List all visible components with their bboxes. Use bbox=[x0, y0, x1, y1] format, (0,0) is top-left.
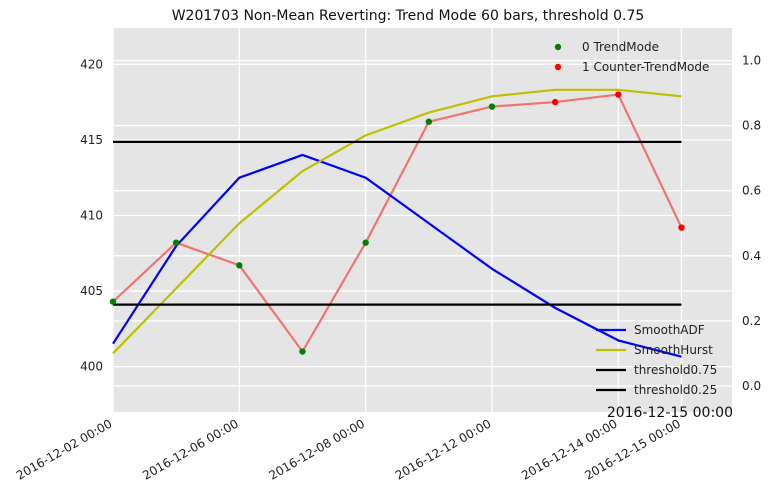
legend-marker-1 bbox=[554, 63, 562, 71]
legend-lines: SmoothADF SmoothHurst threshold0.75 thresho… bbox=[596, 323, 717, 397]
data-point-3 bbox=[299, 348, 306, 355]
data-point-1 bbox=[172, 239, 180, 246]
y-right-tick-label: 0.6 bbox=[742, 184, 761, 198]
y-left-tick-label: 405 bbox=[80, 284, 103, 298]
legend-label: threshold0.75 bbox=[634, 363, 717, 377]
legend-label: SmoothADF bbox=[634, 323, 705, 337]
y-left-tick-label: 400 bbox=[80, 360, 103, 374]
grid bbox=[112, 28, 732, 412]
data-point-8 bbox=[615, 91, 622, 98]
series-line-1 bbox=[112, 88, 682, 355]
data-point-6 bbox=[488, 103, 496, 110]
data-point-7 bbox=[551, 98, 559, 106]
x-tick-label: 2016-12-08 00:00 bbox=[267, 416, 368, 482]
y-right-tick-label: 0.4 bbox=[742, 249, 761, 263]
y-left-tick-label: 410 bbox=[80, 208, 103, 222]
legend-label: 0 TrendMode bbox=[582, 40, 659, 54]
data-point-5 bbox=[425, 118, 433, 125]
y-left-tick-label: 415 bbox=[80, 133, 103, 147]
legend-label: threshold0.25 bbox=[634, 383, 717, 397]
data-point-9 bbox=[678, 224, 685, 231]
data-point-2 bbox=[236, 262, 243, 269]
x-tick-label: 2016-12-12 00:00 bbox=[393, 416, 494, 482]
series-lines bbox=[112, 88, 683, 358]
chart-title: W201703 Non-Mean Reverting: Trend Mode 6… bbox=[172, 8, 645, 24]
corner-date-label: 2016-12-15 00:00 bbox=[607, 405, 733, 421]
y-right-tick-label: 1.0 bbox=[742, 54, 761, 68]
series-line-0 bbox=[112, 153, 682, 358]
y-right-tick-label: 0.8 bbox=[742, 119, 761, 133]
y-right-tick-label: 0.2 bbox=[742, 314, 761, 328]
data-points bbox=[109, 91, 685, 355]
x-axis: 2016-12-02 00:00 2016-12-06 00:00 2016-12-… bbox=[14, 416, 683, 482]
data-point-0 bbox=[109, 298, 117, 305]
legend-label: 1 Counter-TrendMode bbox=[582, 60, 709, 74]
y-axis-left: 400 405 410 415 420 bbox=[80, 57, 103, 373]
data-point-4 bbox=[362, 239, 369, 246]
legend-scatter: 0 TrendMode 1 Counter-TrendMode bbox=[554, 40, 709, 74]
y-left-tick-label: 420 bbox=[80, 57, 103, 71]
price-line bbox=[112, 93, 683, 354]
legend-label: SmoothHurst bbox=[634, 343, 713, 357]
x-tick-label: 2016-12-06 00:00 bbox=[140, 416, 241, 482]
y-right-tick-label: 0.0 bbox=[742, 379, 761, 393]
legend-marker-0 bbox=[554, 43, 562, 51]
x-tick-label: 2016-12-02 00:00 bbox=[14, 416, 115, 482]
y-axis-right: 0.0 0.2 0.4 0.6 0.8 1.0 bbox=[742, 54, 761, 393]
